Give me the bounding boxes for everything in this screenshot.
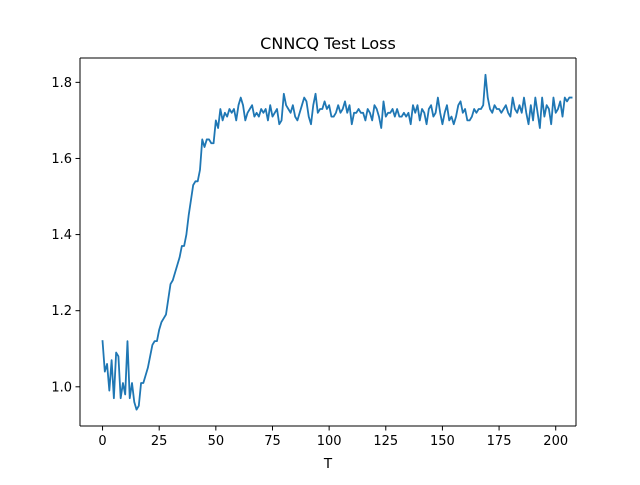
x-tick-label: 200	[543, 434, 568, 449]
x-tick-label: 100	[317, 434, 342, 449]
chart-title: CNNCQ Test Loss	[260, 34, 396, 53]
x-axis-label: T	[323, 456, 333, 472]
x-tick-label: 0	[98, 434, 106, 449]
y-tick-label: 1.6	[51, 152, 72, 167]
y-tick-label: 1.2	[51, 304, 72, 319]
x-tick-label: 50	[208, 434, 225, 449]
x-tick-label: 175	[487, 434, 512, 449]
x-tick-label: 25	[151, 434, 168, 449]
x-tick-label: 125	[373, 434, 398, 449]
x-tick-label: 150	[430, 434, 455, 449]
series-line-0	[101, 73, 573, 411]
y-tick-label: 1.0	[51, 380, 72, 395]
x-tick-label: 75	[264, 434, 281, 449]
y-tick-label: 1.8	[51, 76, 72, 91]
y-tick-label: 1.4	[51, 228, 72, 243]
plot-area: 0 25 50 75 100 125 150 175 200 1.0 1.2 1.4 1.6 1.8	[51, 57, 577, 449]
